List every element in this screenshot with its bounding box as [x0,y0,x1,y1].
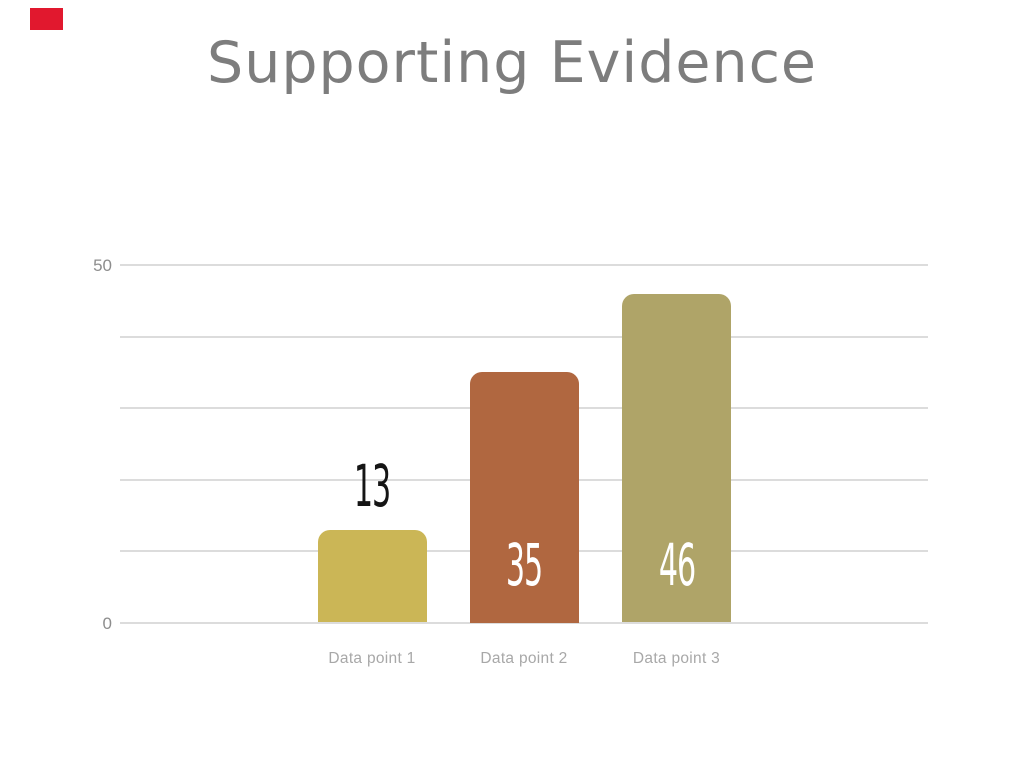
bar-data-point-1 [317,529,427,623]
x-axis-category-label: Data point 1 [328,650,416,667]
gridline [120,264,928,266]
bar-value-label: 13 [353,451,391,520]
bar-value-label: 46 [658,530,695,599]
y-axis-tick-label: 50 [93,256,112,275]
y-axis-tick-label: 0 [102,613,112,633]
red-accent-rectangle [30,8,63,30]
slide-title: Supporting Evidence [207,30,817,96]
gridline [120,621,928,624]
x-axis-category-label: Data point 3 [632,650,721,667]
bar-value-label: 35 [505,530,543,599]
x-axis-category-label: Data point 2 [480,650,568,667]
bar-data-point-3 [622,293,731,623]
gridline [120,335,928,338]
bar-data-point-2 [469,372,579,623]
